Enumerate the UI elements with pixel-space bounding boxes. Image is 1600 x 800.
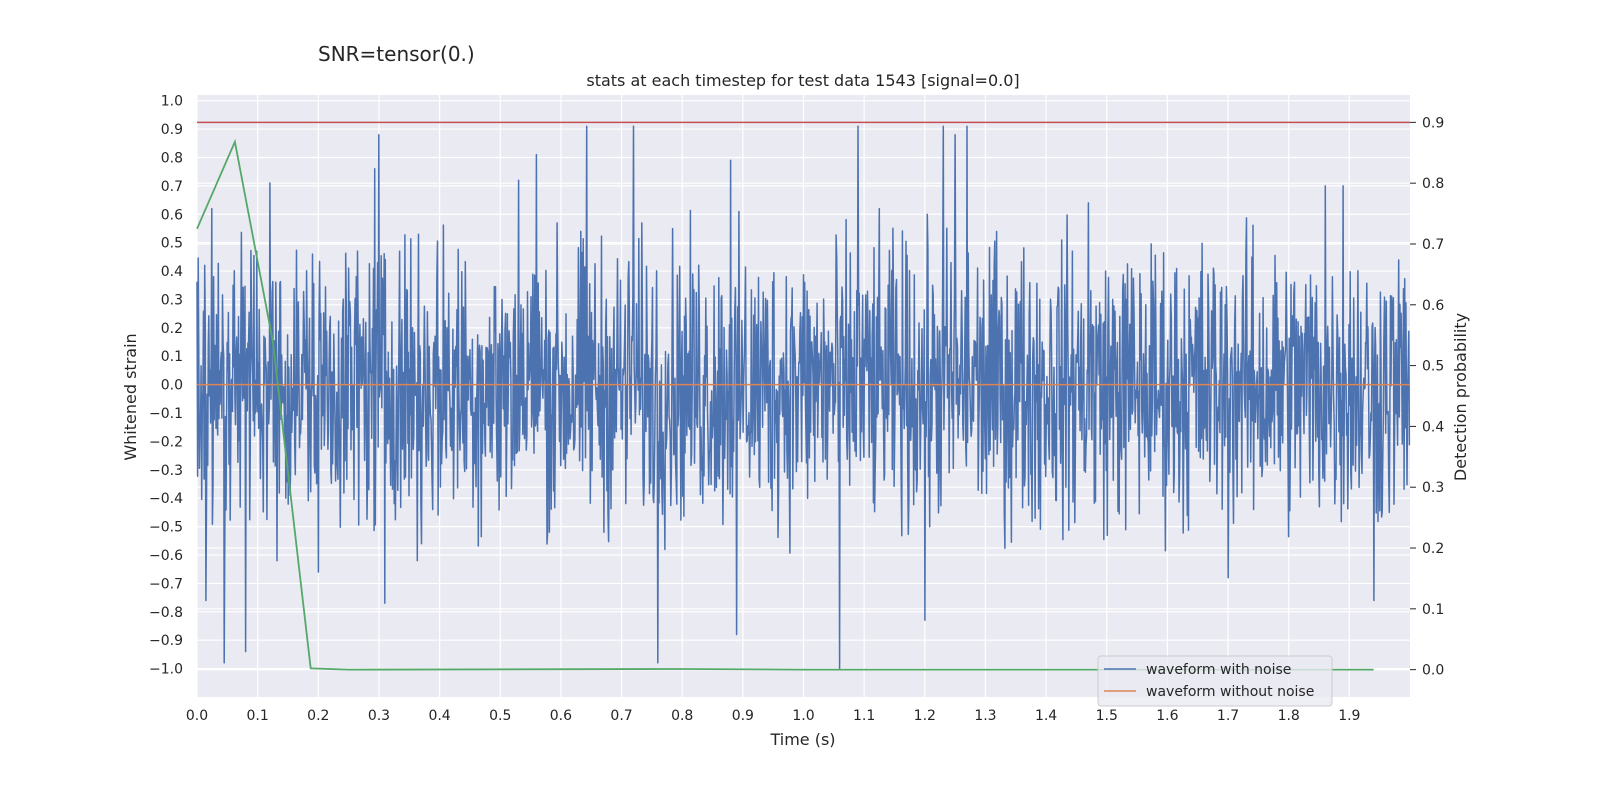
y2-tick-label-8: 0.1 <box>1422 602 1444 618</box>
y2-tick-label-7: 0.2 <box>1422 541 1444 557</box>
x-tick-label-5: 0.5 <box>489 708 511 724</box>
y-tick-label-18: −0.8 <box>149 605 183 621</box>
x-tick-label-18: 1.8 <box>1278 708 1300 724</box>
x-tick-label-0: 0.0 <box>186 708 208 724</box>
y-tick-label-5: 0.5 <box>161 236 183 252</box>
x-axis-ticks: 0.0 0.1 0.2 0.3 0.4 0.5 0.6 0.7 0.8 0.9 1.0 1.1 1.2 1… <box>186 708 1361 724</box>
y-tick-label-3: 0.7 <box>161 179 183 195</box>
x-tick-label-11: 1.1 <box>853 708 875 724</box>
y2-axis-label: Detection probability <box>1451 313 1470 481</box>
y2-tick-label-0: 0.9 <box>1422 115 1444 131</box>
y2-tick-label-5: 0.4 <box>1422 419 1444 435</box>
y-axis-ticks: 1.0 0.9 0.8 0.7 0.6 0.5 0.4 0.3 0.2 0.1 0.0 −0.1 −0.… <box>149 94 183 678</box>
legend-box <box>1097 655 1333 707</box>
chart-title: stats at each timestep for test data 154… <box>586 71 1019 90</box>
y2-tick-label-9: 0.0 <box>1422 663 1444 679</box>
figure-suptitle: SNR=tensor(0.) <box>318 42 475 66</box>
legend-label-noisy: waveform with noise <box>1146 662 1291 678</box>
y-tick-label-6: 0.4 <box>161 264 183 280</box>
y-tick-label-14: −0.4 <box>149 491 183 507</box>
series-line-probability <box>196 138 1374 671</box>
x-tick-label-1: 0.1 <box>247 708 269 724</box>
y-tick-label-11: −0.1 <box>149 406 183 422</box>
y-tick-label-13: −0.3 <box>149 463 183 479</box>
y2-tick-label-2: 0.7 <box>1422 237 1444 253</box>
y2-tick-label-1: 0.8 <box>1422 176 1444 192</box>
y-tick-label-7: 0.3 <box>161 292 183 308</box>
y-tick-label-2: 0.8 <box>161 150 183 166</box>
noisy-waveform-group <box>196 125 1411 670</box>
y-tick-label-19: −0.9 <box>149 633 183 649</box>
y-tick-label-20: −1.0 <box>149 662 183 678</box>
y-tick-label-9: 0.1 <box>161 349 183 365</box>
detection-probability-group <box>196 121 1410 671</box>
x-tick-label-10: 1.0 <box>792 708 814 724</box>
legend: waveform with noise waveform without noi… <box>1097 655 1333 707</box>
y-tick-label-17: −0.7 <box>149 576 183 592</box>
x-tick-label-3: 0.3 <box>368 708 390 724</box>
series-line-noisy <box>196 125 1411 670</box>
x-tick-label-15: 1.5 <box>1096 708 1118 724</box>
y-axis-label: Whitened strain <box>121 333 140 460</box>
y2-tick-label-3: 0.6 <box>1422 298 1444 314</box>
x-tick-label-14: 1.4 <box>1035 708 1057 724</box>
x-tick-label-12: 1.2 <box>914 708 936 724</box>
y2-tick-label-4: 0.5 <box>1422 359 1444 375</box>
x-tick-label-2: 0.2 <box>307 708 329 724</box>
x-tick-label-17: 1.7 <box>1217 708 1239 724</box>
x-tick-label-6: 0.6 <box>550 708 572 724</box>
x-tick-label-4: 0.4 <box>428 708 450 724</box>
y-tick-label-16: −0.6 <box>149 548 183 564</box>
x-tick-label-8: 0.8 <box>671 708 693 724</box>
x-tick-label-9: 0.9 <box>732 708 754 724</box>
y-tick-label-0: 1.0 <box>161 94 183 110</box>
y-tick-label-10: 0.0 <box>161 378 183 394</box>
y-tick-label-12: −0.2 <box>149 434 183 450</box>
y-tick-label-8: 0.2 <box>161 321 183 337</box>
x-tick-label-13: 1.3 <box>974 708 996 724</box>
y2-axis-ticks: 0.9 0.8 0.7 0.6 0.5 0.4 0.3 0.2 0.1 0.0 <box>1410 115 1444 679</box>
x-tick-label-16: 1.6 <box>1156 708 1178 724</box>
x-axis-label: Time (s) <box>769 730 835 749</box>
x-tick-label-19: 1.9 <box>1338 708 1360 724</box>
y-tick-label-4: 0.6 <box>161 207 183 223</box>
x-tick-label-7: 0.7 <box>610 708 632 724</box>
y2-tick-label-6: 0.3 <box>1422 480 1444 496</box>
y-tick-label-15: −0.5 <box>149 520 183 536</box>
y-tick-label-1: 0.9 <box>161 122 183 138</box>
legend-label-clean: waveform without noise <box>1146 684 1314 700</box>
